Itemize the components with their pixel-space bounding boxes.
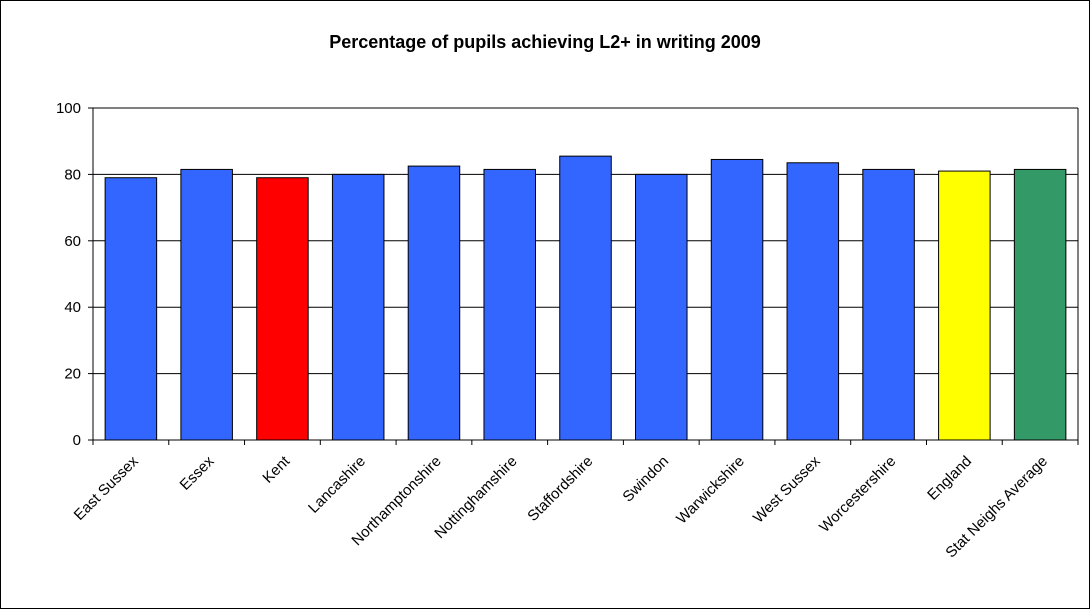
y-tick-label: 20 bbox=[64, 366, 81, 383]
y-tick-label: 60 bbox=[64, 233, 81, 250]
y-tick-label: 100 bbox=[56, 100, 81, 117]
y-tick-label: 40 bbox=[64, 299, 81, 316]
bar-worcestershire bbox=[862, 168, 915, 441]
category-label: Swindon bbox=[619, 453, 672, 506]
bar-staffordshire bbox=[559, 155, 612, 441]
y-tick-label: 80 bbox=[64, 166, 81, 183]
y-tick-labels: 0 20 40 60 80 100 bbox=[56, 100, 81, 449]
bar-essex bbox=[180, 168, 233, 441]
y-tick-label: 0 bbox=[73, 432, 81, 449]
bar-east-sussex bbox=[104, 177, 158, 441]
category-label: Worcestershire bbox=[816, 453, 899, 536]
category-label: Warwickshire bbox=[673, 453, 748, 528]
category-label: Kent bbox=[259, 452, 293, 486]
category-label: Lancashire bbox=[305, 453, 369, 517]
bar-northamptonshire bbox=[407, 165, 461, 441]
category-label: East Sussex bbox=[71, 452, 142, 523]
bar-lancashire bbox=[331, 173, 385, 441]
category-labels: East Sussex Essex Kent LancashireNorthampto… bbox=[71, 452, 1051, 561]
bar-swindon bbox=[635, 173, 688, 441]
bar-kent bbox=[256, 177, 309, 441]
category-label: Essex bbox=[177, 452, 218, 493]
category-label: Staffordshire bbox=[524, 453, 596, 525]
bar-nottinghamshire bbox=[483, 168, 536, 441]
bars bbox=[104, 155, 1067, 441]
category-label: England bbox=[924, 453, 975, 504]
category-label: Nottinghamshire bbox=[431, 453, 520, 542]
bar-stat-neighs-average bbox=[1013, 168, 1067, 441]
bar-west-sussex bbox=[786, 162, 840, 441]
bar-england bbox=[938, 170, 991, 441]
axes bbox=[88, 107, 1079, 445]
category-label: West Sussex bbox=[750, 452, 824, 526]
chart-title: Percentage of pupils achieving L2+ in wr… bbox=[329, 32, 761, 52]
bar-warwickshire bbox=[710, 158, 764, 441]
